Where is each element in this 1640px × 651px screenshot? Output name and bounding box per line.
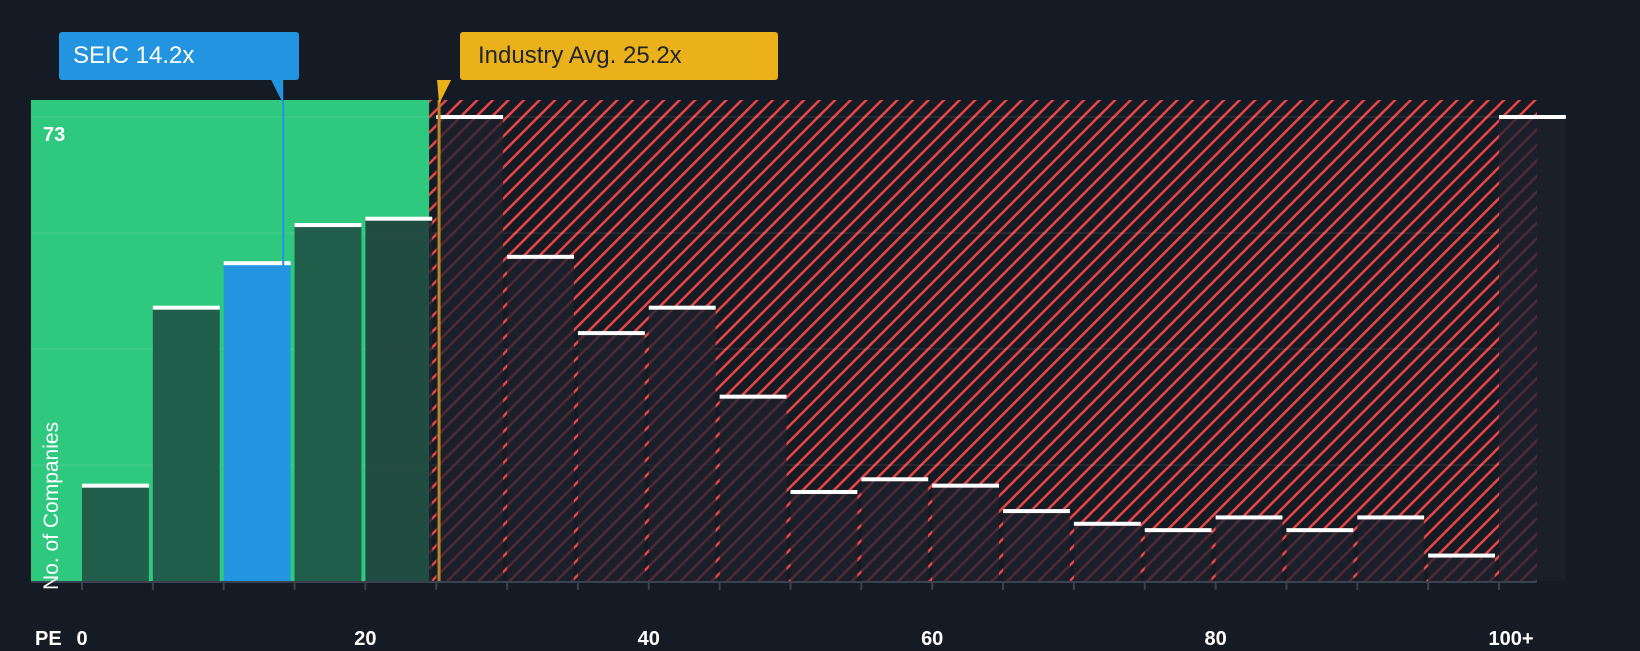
bar-cap bbox=[1003, 509, 1070, 514]
industry-average-callout: Industry Avg. 25.2x bbox=[460, 32, 778, 80]
bar-cap bbox=[1499, 115, 1566, 119]
bar-cap bbox=[294, 223, 362, 228]
industry-callout-pointer bbox=[437, 80, 452, 104]
bar-cap bbox=[1286, 528, 1354, 533]
histogram-bar bbox=[365, 218, 433, 582]
histogram-bar bbox=[577, 333, 645, 581]
histogram-bar bbox=[1144, 530, 1212, 581]
bar-cap bbox=[648, 305, 716, 310]
x-axis-title: PE bbox=[35, 628, 62, 650]
x-tick-label: 60 bbox=[921, 628, 944, 650]
bar-cap bbox=[719, 394, 787, 399]
histogram-bar bbox=[82, 485, 149, 581]
bar-cap bbox=[932, 483, 1000, 488]
histogram-bar bbox=[436, 117, 504, 581]
bar-cap bbox=[436, 115, 504, 119]
bar-cap bbox=[1428, 553, 1495, 558]
x-tick-label: 80 bbox=[1204, 628, 1227, 650]
industry-average-label: Industry Avg. 25.2x bbox=[478, 42, 682, 69]
histogram-bar bbox=[1215, 517, 1283, 581]
histogram-bar bbox=[719, 396, 787, 581]
x-tick-label: 40 bbox=[637, 628, 660, 650]
histogram-bar bbox=[1499, 117, 1566, 581]
histogram-bar bbox=[790, 492, 858, 581]
bar-cap bbox=[861, 477, 929, 482]
y-axis-title: No. of Companies bbox=[40, 421, 63, 590]
histogram-bar bbox=[1073, 523, 1141, 581]
bar-cap bbox=[577, 331, 645, 336]
bar-cap bbox=[1357, 515, 1425, 520]
x-tick-label: 0 bbox=[76, 628, 88, 650]
bar-cap bbox=[365, 216, 433, 221]
histogram-bar bbox=[861, 479, 929, 581]
bar-cap bbox=[152, 305, 220, 310]
histogram-bar bbox=[648, 307, 716, 581]
company-pe-label: SEIC 14.2x bbox=[73, 42, 195, 69]
bar-cap bbox=[507, 254, 574, 259]
histogram-bar bbox=[1286, 530, 1354, 581]
bar-cap bbox=[82, 483, 149, 488]
bar-cap bbox=[1073, 521, 1141, 526]
bar-cap bbox=[790, 490, 858, 495]
histogram-bar bbox=[1357, 517, 1425, 581]
company-callout-pointer bbox=[271, 80, 284, 104]
histogram-bar bbox=[507, 256, 574, 581]
bar-cap bbox=[1215, 515, 1283, 520]
histogram-bar bbox=[932, 485, 1000, 581]
histogram-bar bbox=[223, 263, 291, 581]
bar-cap bbox=[1144, 528, 1212, 533]
y-axis-max-label: 73 bbox=[43, 124, 66, 146]
histogram-bar bbox=[1428, 555, 1495, 581]
histogram-bar bbox=[152, 307, 220, 581]
x-tick-label: 20 bbox=[354, 628, 377, 650]
histogram-bar bbox=[294, 225, 362, 581]
histogram-bar bbox=[1003, 511, 1070, 581]
x-tick-label: 100+ bbox=[1488, 628, 1534, 650]
bar-cap bbox=[223, 261, 291, 266]
company-pe-callout: SEIC 14.2x bbox=[59, 32, 299, 80]
